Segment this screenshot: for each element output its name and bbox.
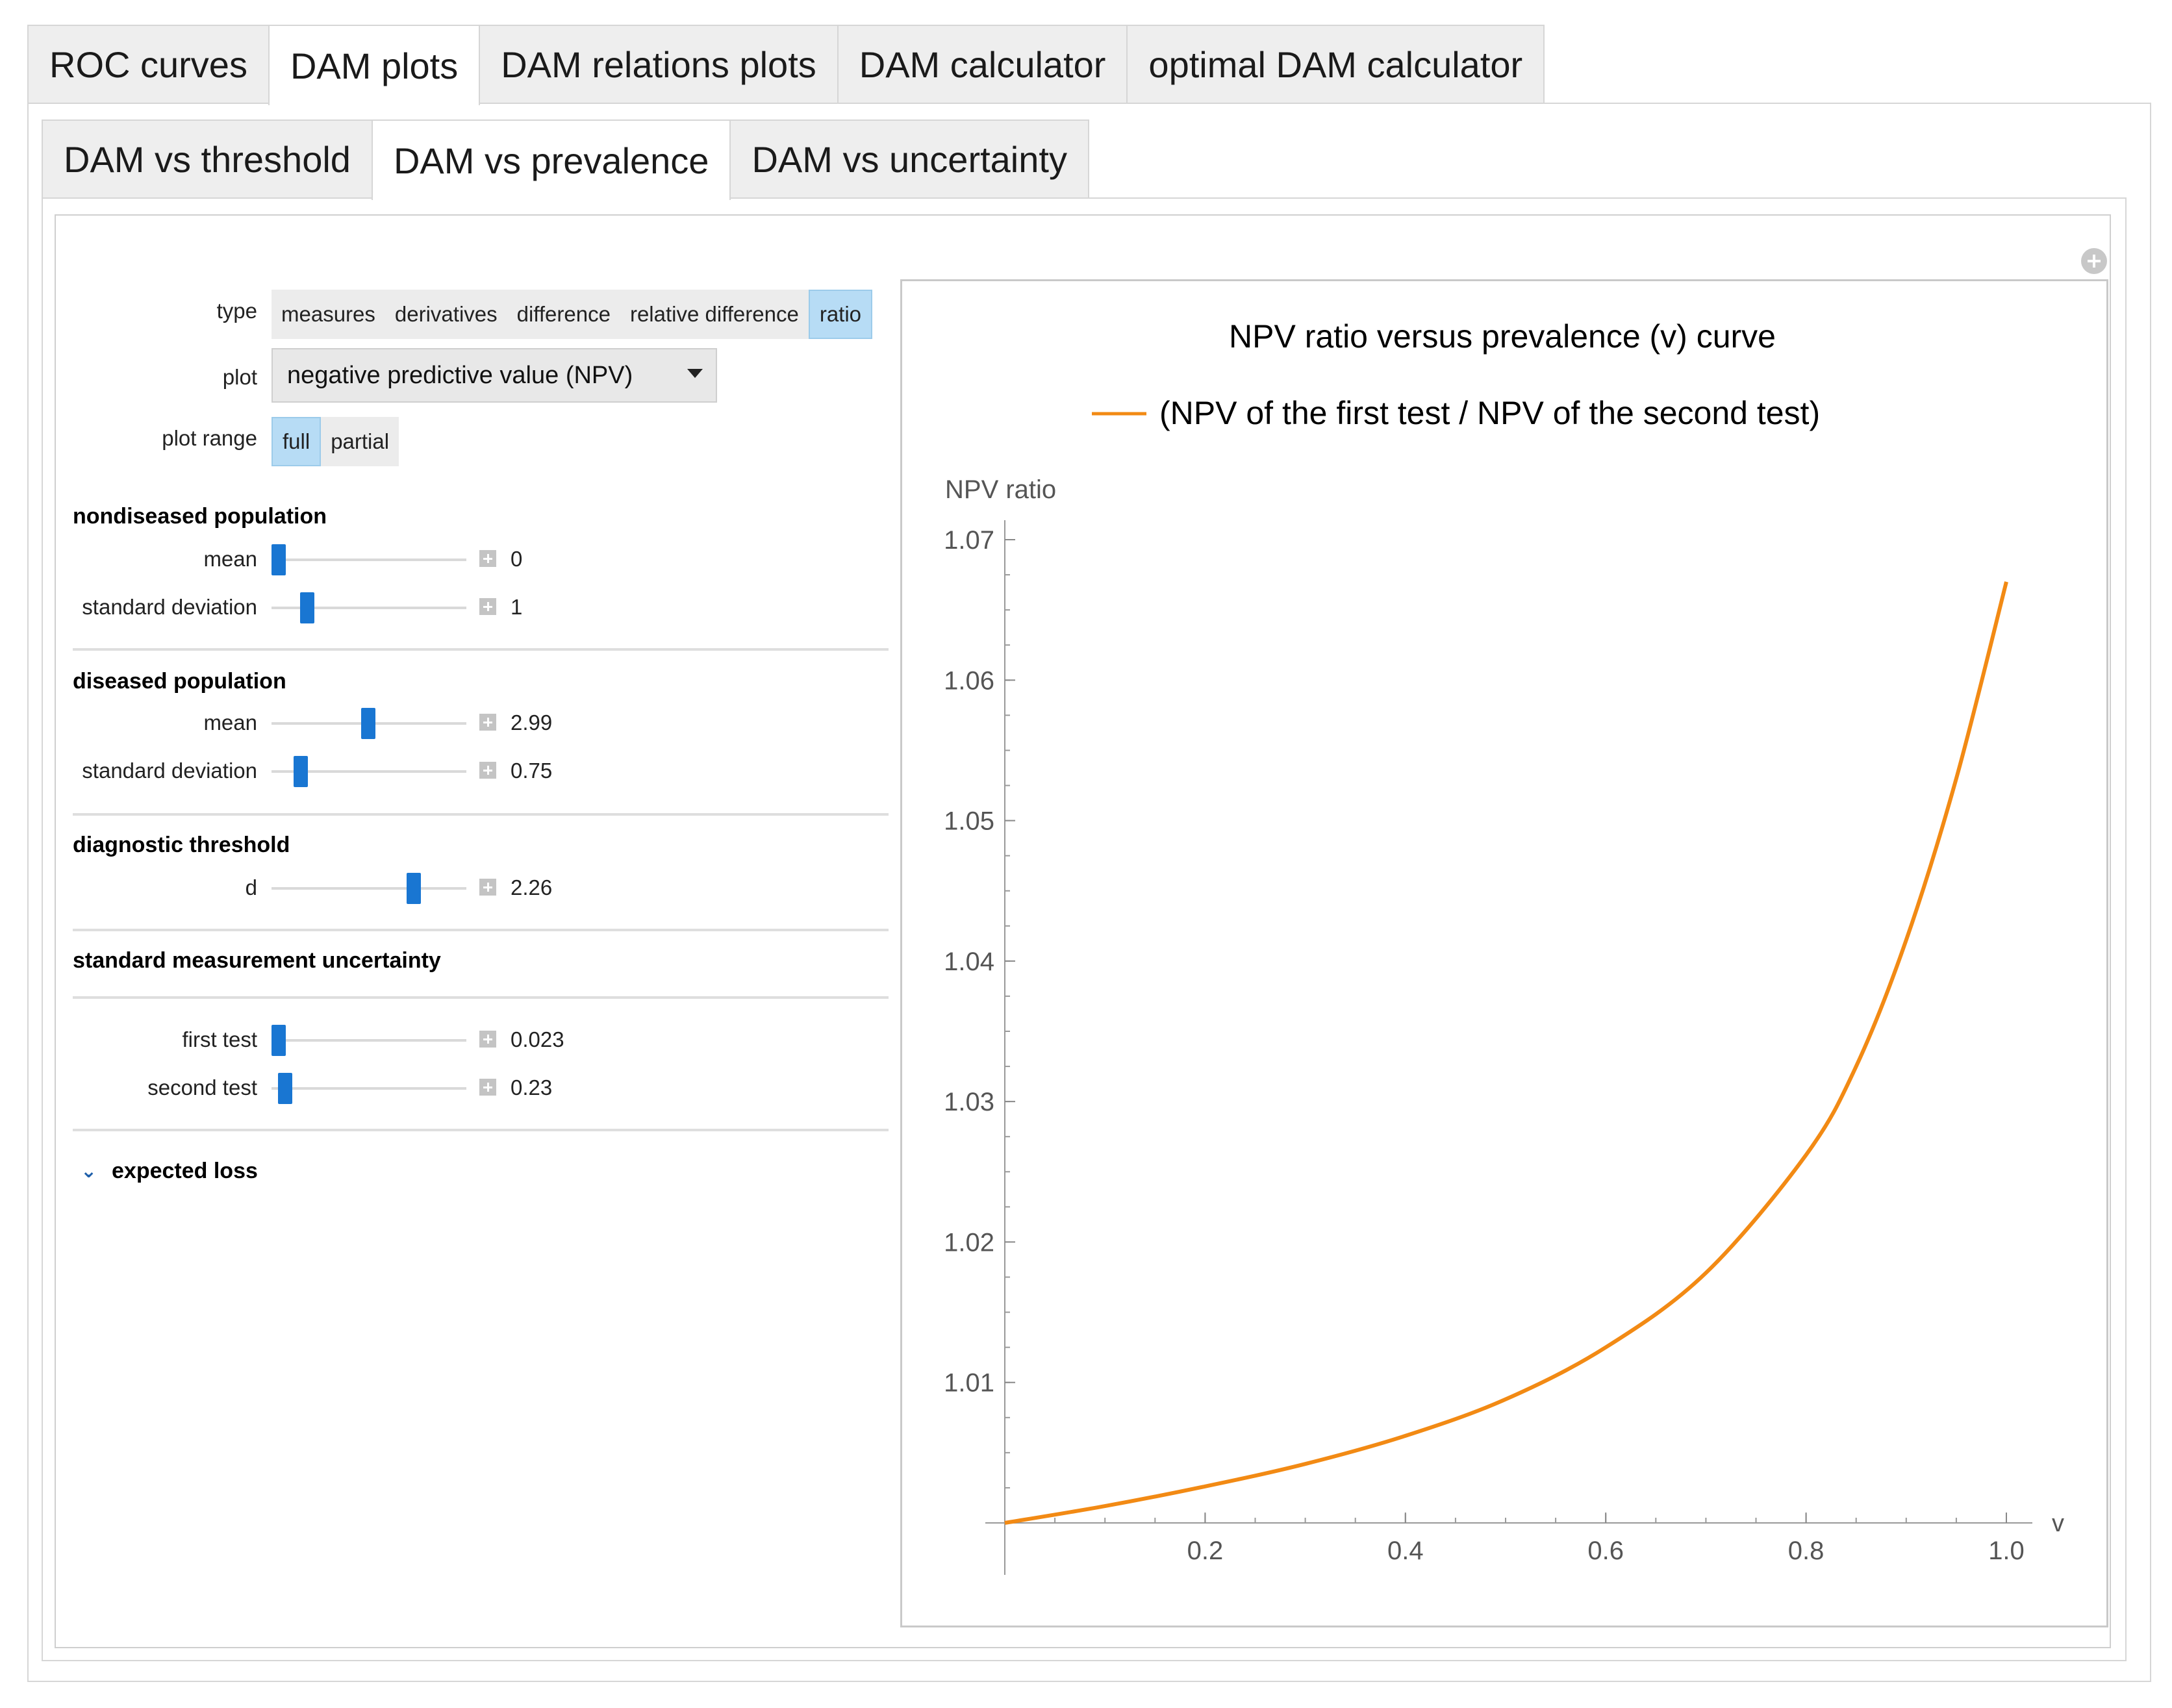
- plot-dropdown[interactable]: negative predictive value (NPV): [272, 348, 717, 403]
- y-tick-label: 1.03: [944, 1088, 994, 1116]
- plus-icon[interactable]: [479, 714, 496, 731]
- first-test-value: 0.023: [511, 1027, 564, 1051]
- nondiseased-sd-value: 1: [511, 595, 523, 619]
- legend-label: (NPV of the first test / NPV of the seco…: [1159, 395, 1820, 431]
- top-tab-bar: ROC curves DAM plots DAM relations plots…: [27, 25, 1545, 105]
- nondiseased-sd-thumb[interactable]: [300, 592, 314, 623]
- plus-icon[interactable]: [479, 550, 496, 567]
- plus-icon[interactable]: [479, 1031, 496, 1048]
- type-selector: measures derivatives difference relative…: [272, 290, 873, 339]
- plot-label: plot: [222, 365, 257, 389]
- nondiseased-mean-label: mean: [203, 547, 257, 571]
- section-divider: [73, 996, 889, 999]
- diseased-mean-value: 2.99: [511, 710, 553, 735]
- type-option-difference[interactable]: difference: [516, 302, 611, 326]
- diseased-sd-label: standard deviation: [82, 759, 257, 783]
- plot-range-full[interactable]: full: [272, 417, 322, 466]
- tab-dam-plots[interactable]: DAM plots: [268, 25, 481, 105]
- chevron-down-icon[interactable]: ⌄: [81, 1161, 97, 1182]
- diseased-sd-thumb[interactable]: [294, 756, 308, 787]
- x-tick-label: 0.2: [1187, 1537, 1224, 1565]
- nondiseased-sd-label: standard deviation: [82, 595, 257, 619]
- plus-icon[interactable]: [479, 598, 496, 615]
- section-divider: [73, 1129, 889, 1131]
- tab-dam-vs-uncertainty[interactable]: DAM vs uncertainty: [729, 119, 1089, 197]
- second-test-value: 0.23: [511, 1075, 553, 1099]
- section-divider: [73, 648, 889, 651]
- threshold-d-label: d: [245, 875, 257, 899]
- tab-dam-vs-prevalence[interactable]: DAM vs prevalence: [371, 119, 731, 200]
- first-test-slider[interactable]: [272, 1039, 466, 1042]
- nondiseased-mean-value: 0: [511, 547, 523, 571]
- tab-roc-curves[interactable]: ROC curves: [27, 25, 270, 103]
- x-tick-label: 0.6: [1587, 1537, 1624, 1565]
- type-option-ratio[interactable]: ratio: [808, 290, 873, 339]
- add-icon[interactable]: [2081, 248, 2107, 274]
- y-tick-label: 1.06: [944, 666, 994, 695]
- sub-tab-bar: DAM vs threshold DAM vs prevalence DAM v…: [42, 119, 1089, 200]
- diseased-mean-thumb[interactable]: [361, 708, 375, 739]
- y-axis-label: NPV ratio: [945, 475, 1056, 504]
- type-option-measures[interactable]: measures: [281, 302, 375, 326]
- threshold-d-value: 2.26: [511, 875, 553, 899]
- section-divider: [73, 929, 889, 931]
- chart-title: NPV ratio versus prevalence (v) curve: [1229, 318, 1776, 355]
- diseased-sd-slider[interactable]: [272, 770, 466, 773]
- section-divider: [73, 813, 889, 816]
- plot-range-partial[interactable]: partial: [331, 429, 390, 453]
- plot-frame: NPV ratio versus prevalence (v) curve (N…: [900, 279, 2108, 1627]
- threshold-d-thumb[interactable]: [407, 873, 421, 904]
- nondiseased-section-title: nondiseased population: [73, 504, 327, 529]
- nondiseased-mean-thumb[interactable]: [272, 544, 286, 575]
- first-test-thumb[interactable]: [272, 1025, 286, 1056]
- uncertainty-section-title: standard measurement uncertainty: [73, 948, 441, 973]
- expected-loss-toggle[interactable]: expected loss: [112, 1159, 258, 1183]
- plot-dropdown-value: negative predictive value (NPV): [287, 361, 633, 389]
- diseased-section-title: diseased population: [73, 669, 286, 694]
- npv-ratio-curve: [1004, 581, 2008, 1525]
- y-tick-label: 1.02: [944, 1228, 994, 1257]
- first-test-label: first test: [182, 1027, 257, 1051]
- y-tick-label: 1.04: [944, 948, 994, 976]
- tab-dam-relations-plots[interactable]: DAM relations plots: [479, 25, 839, 103]
- type-option-derivatives[interactable]: derivatives: [394, 302, 498, 326]
- type-option-relative-difference[interactable]: relative difference: [629, 302, 799, 326]
- plus-icon[interactable]: [479, 1079, 496, 1096]
- plot-range-selector: full partial: [272, 417, 399, 466]
- threshold-section-title: diagnostic threshold: [73, 833, 290, 857]
- plus-icon[interactable]: [479, 879, 496, 896]
- nondiseased-sd-slider[interactable]: [272, 607, 466, 609]
- type-label: type: [216, 299, 257, 323]
- tab-optimal-dam-calculator[interactable]: optimal DAM calculator: [1126, 25, 1545, 103]
- tab-dam-vs-threshold[interactable]: DAM vs threshold: [42, 119, 373, 197]
- nondiseased-mean-slider[interactable]: [272, 559, 466, 561]
- tab-dam-calculator[interactable]: DAM calculator: [837, 25, 1128, 103]
- x-tick-label: 1.0: [1988, 1537, 2025, 1565]
- diseased-sd-value: 0.75: [511, 759, 553, 783]
- second-test-thumb[interactable]: [278, 1073, 292, 1104]
- x-tick-label: 0.8: [1788, 1537, 1825, 1565]
- y-tick-label: 1.07: [944, 526, 994, 555]
- x-axis-label: v: [2052, 1510, 2064, 1537]
- y-tick-label: 1.01: [944, 1369, 994, 1398]
- second-test-slider[interactable]: [272, 1087, 466, 1090]
- plus-icon[interactable]: [479, 762, 496, 779]
- npv-ratio-chart: NPV ratio versus prevalence (v) curve (N…: [944, 318, 2064, 1575]
- x-tick-label: 0.4: [1387, 1537, 1424, 1565]
- chevron-down-icon: [687, 369, 703, 378]
- plot-range-label: plot range: [162, 426, 257, 450]
- second-test-label: second test: [147, 1075, 257, 1099]
- threshold-d-slider[interactable]: [272, 887, 466, 890]
- diseased-mean-label: mean: [203, 710, 257, 735]
- y-tick-label: 1.05: [944, 807, 994, 836]
